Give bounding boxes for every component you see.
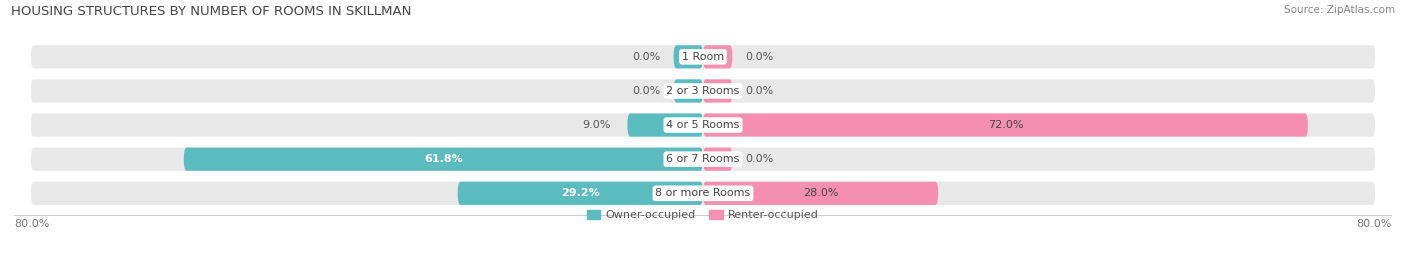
Text: Source: ZipAtlas.com: Source: ZipAtlas.com — [1284, 5, 1395, 15]
Text: 4 or 5 Rooms: 4 or 5 Rooms — [666, 120, 740, 130]
Legend: Owner-occupied, Renter-occupied: Owner-occupied, Renter-occupied — [582, 205, 824, 224]
FancyBboxPatch shape — [31, 182, 1375, 205]
FancyBboxPatch shape — [31, 45, 1375, 68]
Text: 9.0%: 9.0% — [582, 120, 610, 130]
Text: 72.0%: 72.0% — [987, 120, 1024, 130]
Text: 28.0%: 28.0% — [803, 188, 838, 198]
FancyBboxPatch shape — [703, 148, 733, 171]
Text: 8 or more Rooms: 8 or more Rooms — [655, 188, 751, 198]
Text: 6 or 7 Rooms: 6 or 7 Rooms — [666, 154, 740, 164]
Text: 0.0%: 0.0% — [745, 86, 773, 96]
Text: 61.8%: 61.8% — [425, 154, 463, 164]
FancyBboxPatch shape — [703, 79, 733, 102]
Text: 29.2%: 29.2% — [561, 188, 600, 198]
FancyBboxPatch shape — [673, 45, 703, 68]
Text: 1 Room: 1 Room — [682, 52, 724, 62]
Text: 2 or 3 Rooms: 2 or 3 Rooms — [666, 86, 740, 96]
FancyBboxPatch shape — [458, 182, 703, 205]
Text: 0.0%: 0.0% — [745, 52, 773, 62]
FancyBboxPatch shape — [703, 182, 938, 205]
Text: 80.0%: 80.0% — [14, 219, 49, 229]
FancyBboxPatch shape — [703, 114, 1308, 137]
FancyBboxPatch shape — [673, 79, 703, 102]
Text: 80.0%: 80.0% — [1357, 219, 1392, 229]
Text: 0.0%: 0.0% — [633, 52, 661, 62]
Text: HOUSING STRUCTURES BY NUMBER OF ROOMS IN SKILLMAN: HOUSING STRUCTURES BY NUMBER OF ROOMS IN… — [11, 5, 412, 18]
FancyBboxPatch shape — [184, 148, 703, 171]
FancyBboxPatch shape — [31, 148, 1375, 171]
Text: 0.0%: 0.0% — [745, 154, 773, 164]
FancyBboxPatch shape — [703, 45, 733, 68]
Text: 0.0%: 0.0% — [633, 86, 661, 96]
FancyBboxPatch shape — [627, 114, 703, 137]
FancyBboxPatch shape — [31, 114, 1375, 137]
FancyBboxPatch shape — [31, 79, 1375, 102]
